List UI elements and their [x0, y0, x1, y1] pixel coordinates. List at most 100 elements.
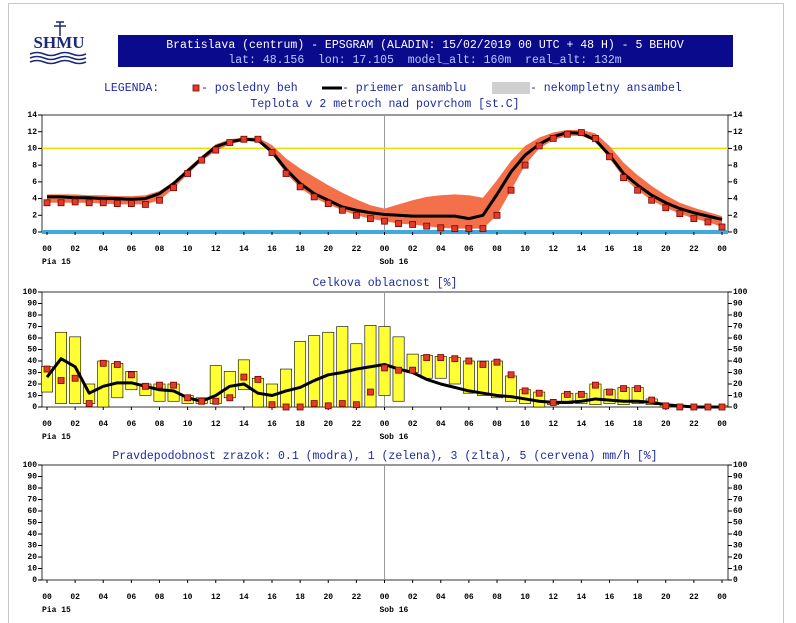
- range-box: [69, 336, 82, 404]
- last-run-marker: [367, 215, 374, 223]
- x-tick-label: 18: [295, 593, 305, 602]
- y-tick-label: 30: [733, 369, 743, 378]
- range-box: [336, 326, 349, 408]
- x-tick-label: 22: [689, 420, 699, 429]
- header-subtitle: lat: 48.156 lon: 17.105 model_alt: 160m …: [228, 54, 621, 67]
- chart-title: Teplota v 2 metroch nad povrchom [st.C]: [250, 98, 519, 111]
- last-run-marker: [592, 134, 599, 142]
- last-run-marker: [338, 206, 346, 214]
- last-run-marker: [465, 225, 473, 233]
- y-tick-label: 80: [27, 484, 37, 493]
- y-tick-label: 10: [733, 392, 743, 401]
- x-tick-label: 06: [464, 420, 474, 429]
- x-tick-label: 20: [661, 245, 671, 254]
- last-run-marker: [521, 161, 529, 169]
- x-tick-label: 10: [520, 420, 530, 429]
- last-run-marker: [324, 402, 332, 410]
- x-tick-label: 22: [689, 593, 699, 602]
- chart-title: Celkova oblacnost [%]: [313, 277, 458, 290]
- x-tick-label: 16: [605, 420, 615, 429]
- last-run-marker: [648, 196, 656, 204]
- last-run-marker: [563, 130, 571, 138]
- logo: SHMU: [29, 21, 87, 65]
- x-tick-label: 10: [520, 593, 530, 602]
- x-tick-label: 08: [492, 593, 502, 602]
- y-tick-label: 60: [733, 507, 743, 516]
- last-run-marker: [634, 186, 642, 194]
- y-tick-label: 20: [27, 553, 37, 562]
- x-tick-label: 20: [323, 593, 333, 602]
- y-tick-label: 80: [27, 311, 37, 320]
- x-tick-label: 20: [323, 245, 333, 254]
- last-run-marker: [156, 381, 163, 389]
- range-box: [350, 343, 363, 408]
- logo-text: SHMU: [34, 33, 85, 52]
- x-tick-label: 06: [127, 593, 137, 602]
- last-run-marker: [563, 390, 571, 398]
- y-tick-label: 20: [27, 380, 37, 389]
- y-tick-label: 40: [733, 530, 743, 539]
- y-tick-label: 90: [27, 300, 37, 309]
- range-box: [462, 360, 475, 394]
- last-run-marker: [606, 153, 613, 161]
- last-run-marker: [704, 218, 712, 226]
- x-tick-label: 00: [42, 420, 52, 429]
- x-tick-label: 04: [98, 593, 108, 602]
- last-run-marker: [254, 135, 262, 143]
- last-run-marker: [99, 199, 107, 207]
- x-tick-label: 00: [42, 593, 52, 602]
- legend-title: LEGENDA:: [104, 82, 159, 95]
- last-run-marker: [71, 198, 79, 206]
- x-tick-label: 00: [380, 593, 390, 602]
- x-tick-label: 04: [98, 420, 108, 429]
- x-tick-label: 14: [577, 593, 587, 602]
- last-run-marker: [577, 390, 585, 398]
- x-tick-label: 14: [239, 245, 249, 254]
- y-tick-label: 30: [27, 542, 37, 551]
- y-tick-label: 0: [32, 576, 37, 585]
- day-label: Sob 16: [380, 606, 409, 615]
- last-run-marker: [57, 377, 65, 384]
- range-box: [378, 326, 391, 396]
- last-run-marker: [423, 354, 431, 361]
- y-tick-label: 10: [733, 145, 743, 154]
- x-tick-label: 22: [352, 593, 362, 602]
- x-tick-label: 06: [127, 420, 137, 429]
- last-run-marker: [113, 200, 121, 207]
- day-label: Pia 15: [42, 606, 71, 615]
- y-tick-label: 60: [27, 507, 37, 516]
- x-tick-label: 16: [267, 245, 277, 254]
- y-tick-label: 8: [32, 161, 37, 170]
- last-run-marker: [338, 400, 346, 407]
- last-run-marker: [606, 388, 613, 396]
- x-tick-label: 08: [155, 420, 165, 429]
- x-tick-label: 12: [211, 245, 221, 254]
- last-run-marker: [676, 210, 684, 218]
- y-tick-label: 4: [32, 195, 37, 204]
- x-tick-label: 10: [520, 245, 530, 254]
- y-tick-label: 10: [27, 565, 37, 574]
- x-tick-label: 00: [380, 420, 390, 429]
- day-label: Pia 15: [42, 258, 71, 267]
- x-tick-label: 00: [42, 245, 52, 254]
- last-run-marker: [127, 200, 135, 207]
- x-tick-label: 04: [436, 420, 446, 429]
- x-tick-label: 04: [436, 593, 446, 602]
- x-tick-label: 00: [717, 245, 727, 254]
- x-tick-label: 18: [633, 420, 643, 429]
- y-tick-label: 14: [27, 111, 37, 120]
- last-run-marker: [535, 142, 543, 150]
- last-run-marker: [676, 403, 684, 411]
- x-tick-label: 12: [211, 593, 221, 602]
- x-tick-label: 14: [239, 420, 249, 429]
- last-run-marker: [71, 374, 79, 382]
- x-tick-label: 02: [408, 593, 418, 602]
- day-label: Sob 16: [380, 433, 409, 442]
- last-run-marker: [127, 371, 135, 379]
- y-tick-label: 0: [733, 403, 738, 412]
- logo-waves: [29, 51, 87, 65]
- last-run-marker: [648, 396, 656, 404]
- x-tick-label: 12: [548, 420, 558, 429]
- last-run-marker: [690, 403, 698, 411]
